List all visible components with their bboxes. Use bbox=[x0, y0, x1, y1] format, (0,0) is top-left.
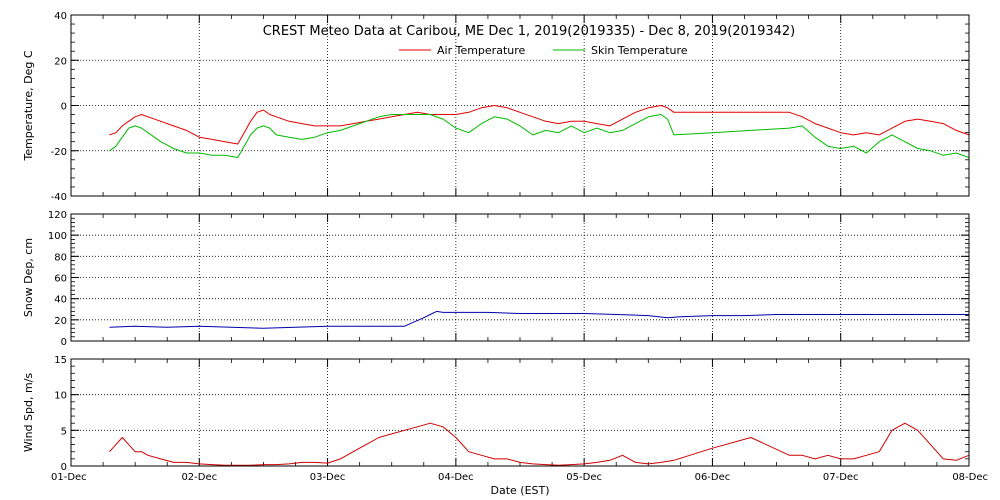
series-line-1-2 bbox=[109, 114, 970, 158]
series-line-3-1 bbox=[109, 422, 970, 466]
x-tick-label: 05-Dec bbox=[566, 472, 602, 483]
y-tick-label: 0 bbox=[61, 102, 67, 113]
x-axis-ticks: 01-Dec 02-Dec 03-Dec 04-Dec 05-Dec 06-Dec 07-D… bbox=[51, 472, 988, 483]
x-tick-label: 03-Dec bbox=[310, 472, 346, 483]
panel-2: 0 20 40 60 80 100 120 Snow Dep, cm bbox=[22, 210, 970, 348]
panels: -40 -20 0 20 40 Temperature, Deg C 0 20 40 60 80 10… bbox=[22, 11, 970, 473]
x-tick-label: 02-Dec bbox=[181, 472, 217, 483]
chart-title: CREST Meteo Data at Caribou, ME Dec 1, 2… bbox=[263, 24, 796, 39]
y-tick-label: -40 bbox=[51, 192, 67, 203]
y-tick-label: 0 bbox=[61, 337, 67, 348]
legend-skin-label: Skin Temperature bbox=[591, 44, 688, 57]
y-tick-label: 120 bbox=[48, 210, 67, 221]
y-axis-label: Wind Spd, m/s bbox=[22, 373, 35, 453]
legend: Air Temperature Skin Temperature bbox=[399, 44, 688, 57]
x-tick-label: 04-Dec bbox=[438, 472, 474, 483]
legend-air-label: Air Temperature bbox=[437, 44, 526, 57]
y-tick-label: 40 bbox=[54, 11, 67, 22]
panel-frame bbox=[70, 213, 970, 342]
x-tick-label: 06-Dec bbox=[695, 472, 731, 483]
x-tick-label: 07-Dec bbox=[823, 472, 859, 483]
y-tick-label: 20 bbox=[54, 56, 67, 67]
y-tick-label: 80 bbox=[54, 252, 67, 263]
y-tick-label: 40 bbox=[54, 295, 67, 306]
panel-1: -40 -20 0 20 40 Temperature, Deg C bbox=[22, 11, 970, 203]
y-tick-label: 100 bbox=[48, 231, 67, 242]
y-tick-label: 15 bbox=[54, 355, 67, 366]
x-tick-label: 01-Dec bbox=[51, 472, 87, 483]
panel-3: 0 5 10 15 Wind Spd, m/s bbox=[22, 355, 970, 473]
y-axis-label: Temperature, Deg C bbox=[22, 50, 35, 161]
panel-frame bbox=[70, 358, 970, 467]
series-line-2-1 bbox=[109, 310, 969, 329]
y-tick-label: 0 bbox=[61, 462, 67, 473]
chart-title-group: CREST Meteo Data at Caribou, ME Dec 1, 2… bbox=[263, 24, 796, 39]
y-tick-label: 5 bbox=[61, 426, 67, 437]
y-tick-label: -20 bbox=[51, 147, 67, 158]
series-line-1-1 bbox=[109, 105, 970, 145]
y-tick-label: 60 bbox=[54, 274, 67, 285]
y-tick-label: 10 bbox=[54, 391, 67, 402]
x-tick-label: 08-Dec bbox=[952, 472, 988, 483]
x-axis-label: Date (EST) bbox=[490, 484, 549, 497]
y-tick-label: 20 bbox=[54, 316, 67, 327]
y-axis-label: Snow Dep, cm bbox=[22, 238, 35, 317]
panel-frame bbox=[70, 14, 970, 197]
